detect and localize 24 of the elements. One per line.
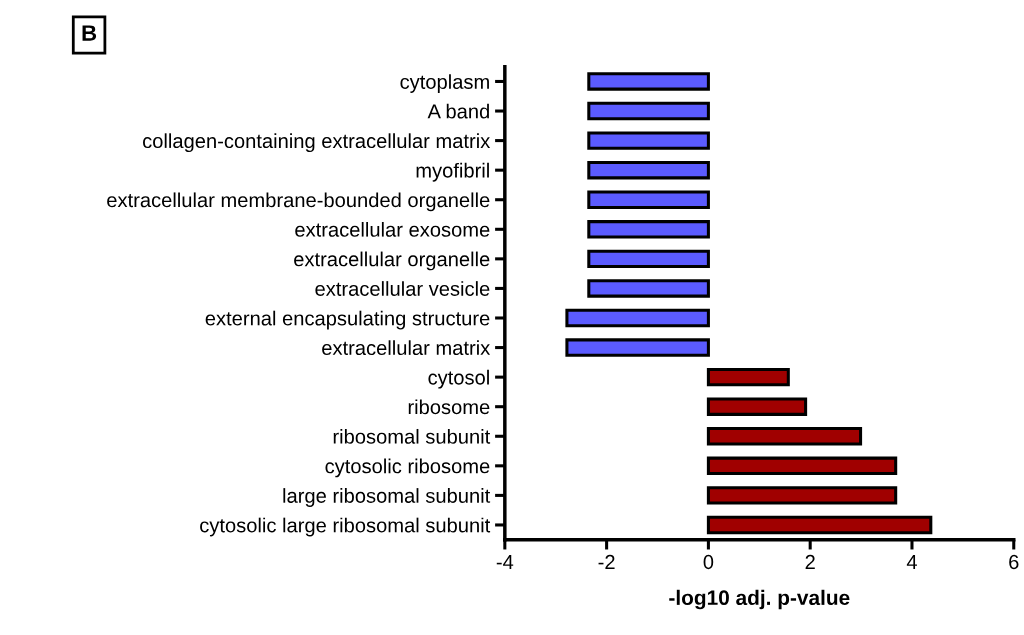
y-tick-label: A band <box>427 103 489 119</box>
x-tick-label: 2 <box>805 554 815 569</box>
x-tick-label: 4 <box>906 555 917 569</box>
y-tick-label: myofibril <box>416 162 489 182</box>
y-tick-label: extracellular membrane-bounded organelle <box>107 192 490 212</box>
y-tick-label: cytosolic large ribosomal subunit <box>200 517 491 537</box>
y-tick-label: ribosome <box>408 399 490 415</box>
y-tick-label: collagen-containing extracellular matrix <box>143 133 491 153</box>
y-tick-label: extracellular organelle <box>294 251 490 271</box>
y-tick-label: large ribosomal subunit <box>283 488 491 507</box>
y-tick-label: extracellular matrix <box>322 340 491 356</box>
x-axis-title: -log10 adj. p-value <box>669 589 850 610</box>
x-tick-label: 6 <box>1009 554 1019 570</box>
y-tick-label: external encapsulating structure <box>205 310 490 330</box>
x-tick-label: -2 <box>598 554 615 569</box>
y-tick-label: ribosomal subunit <box>333 428 491 444</box>
y-tick-label: extracellular exosome <box>295 222 490 237</box>
y-tick-label: cytoplasm <box>400 74 489 93</box>
y-tick-label: cytosolic ribosome <box>325 458 490 478</box>
x-tick-label: 0 <box>703 554 714 570</box>
text: B <box>82 25 97 41</box>
y-tick-label: extracellular vesicle <box>315 281 490 296</box>
y-tick-label: cytosol <box>428 369 489 389</box>
x-tick-label: -4 <box>496 555 514 569</box>
